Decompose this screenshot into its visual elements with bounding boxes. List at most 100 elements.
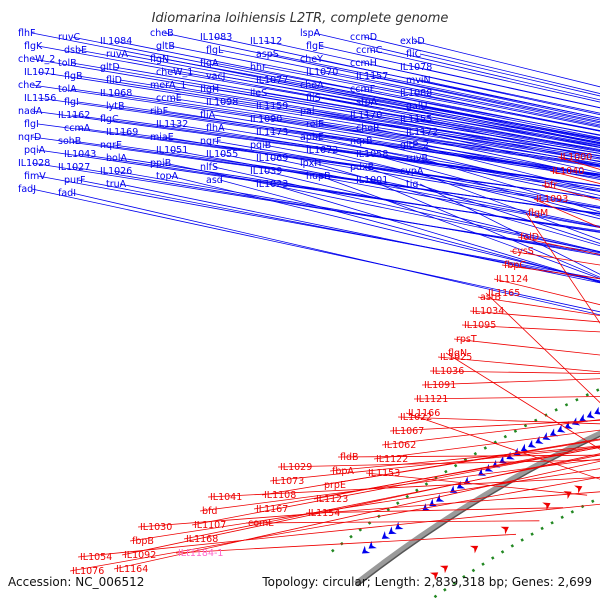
forward-leader-line [163, 84, 600, 157]
forward-gene-label: IL1083 [200, 32, 232, 43]
forward-gene-label: IL1027 [58, 162, 90, 173]
reverse-leader-line [373, 429, 600, 460]
forward-gene-label: IL1070 [306, 67, 338, 78]
forward-leader-line [313, 58, 600, 119]
reverse-gene-label: IL1154 [308, 508, 340, 519]
forward-leader-line [419, 79, 600, 119]
forward-gene-label: relE [306, 119, 324, 130]
forward-leader-line [219, 127, 600, 191]
forward-gene-arrow [436, 494, 445, 502]
forward-gene-label: ribF [150, 106, 168, 117]
forward-leader-line [163, 32, 600, 126]
forward-gene-arrow [549, 428, 559, 437]
forward-leader-line [413, 66, 600, 109]
forward-leader-line [169, 45, 600, 131]
forward-leader-line [269, 53, 600, 123]
forward-gene-label: IL1055 [206, 149, 238, 160]
forward-leader-line [363, 62, 600, 114]
forward-leader-line [369, 49, 600, 103]
forward-leader-line [37, 97, 600, 176]
reverse-gene-label: IL1093 [536, 194, 568, 205]
forward-leader-line [213, 88, 600, 154]
forward-leader-line [263, 40, 600, 116]
forward-leader-line [77, 49, 600, 146]
forward-leader-line [213, 140, 600, 209]
forward-gene-label: gltP_2 [400, 140, 429, 151]
forward-gene-arrow [499, 455, 508, 464]
forward-leader-line [319, 71, 600, 128]
reverse-leader-line [137, 491, 600, 528]
forward-leader-line [413, 144, 600, 193]
forward-leader-line [313, 162, 600, 247]
forward-gene-label: IL1077 [256, 75, 288, 86]
reverse-leader-line [389, 419, 600, 432]
forward-leader-line [263, 118, 600, 176]
forward-leader-line [413, 118, 600, 159]
forward-gene-label: IL1068 [100, 88, 132, 99]
forward-gene-label: IL1026 [100, 166, 132, 177]
reverse-gene-label: IL1153 [368, 468, 400, 479]
reverse-leader-line [445, 352, 600, 450]
reverse-leader-line [69, 476, 600, 572]
forward-gene-label: IL1112 [250, 36, 282, 47]
reverse-gene-arrow [469, 545, 479, 554]
forward-gene-label: cheR [356, 123, 380, 134]
reverse-gene-label: IL1107 [194, 520, 226, 531]
reverse-gene-label: IL1025 [440, 352, 472, 363]
reverse-gene-label: comL [248, 518, 274, 529]
reverse-gene-arrow [500, 526, 509, 535]
reverse-leader-line [207, 476, 600, 498]
forward-gene-label: tolB [58, 58, 77, 69]
forward-gene-label: flgL [206, 45, 224, 56]
forward-leader-line [369, 101, 600, 148]
forward-gene-label: IL1001 [356, 175, 388, 186]
forward-gene-arrow [456, 480, 466, 489]
forward-gene-arrow [564, 420, 573, 430]
forward-gene-label: asd [206, 175, 223, 186]
forward-leader-line [37, 45, 600, 148]
forward-gene-arrow [485, 463, 494, 472]
forward-leader-line [419, 131, 600, 174]
forward-gene-arrow [422, 503, 431, 511]
forward-gene-label: truA [106, 179, 127, 190]
accession-text: Accession: NC_006512 [8, 575, 144, 589]
reverse-leader-line [129, 468, 600, 542]
forward-gene-label: flgC [100, 114, 119, 125]
forward-gene-label: gltB [156, 41, 175, 52]
forward-leader-line [269, 131, 600, 190]
reverse-gene-label: IL1091 [424, 380, 456, 391]
forward-gene-label: nqrD [18, 132, 41, 143]
forward-gene-arrow [542, 432, 551, 441]
backbone-outer [354, 430, 600, 586]
forward-gene-label: IL1098 [206, 97, 238, 108]
forward-leader-line [419, 53, 600, 97]
forward-leader-line [71, 114, 600, 187]
reverse-gene-label: flgN [448, 348, 467, 359]
forward-leader-line [369, 75, 600, 124]
forward-gene-arrow [579, 413, 588, 422]
forward-gene-arrow [594, 406, 600, 415]
forward-gene-label: cheZ [18, 80, 42, 91]
forward-gene-label: miaE [150, 132, 174, 143]
reverse-gene-label: flgM [528, 208, 548, 219]
reverse-leader-line [269, 446, 600, 482]
forward-leader-line [369, 127, 600, 178]
forward-gene-label: cheA [300, 80, 324, 91]
forward-gene-label: mviN [406, 75, 431, 86]
forward-leader-line [363, 36, 600, 94]
forward-gene-label: IL1058 [356, 149, 388, 160]
reverse-gene-label: IL1067 [392, 426, 424, 437]
reverse-gene-label: IL1036 [432, 366, 464, 377]
forward-leader-line [71, 62, 600, 152]
forward-gene-label: fliA [200, 110, 216, 121]
reverse-leader-line [525, 212, 600, 324]
forward-leader-line [419, 183, 600, 275]
forward-gene-label: tolA [58, 84, 77, 95]
forward-leader-line [313, 32, 600, 101]
forward-gene-label: vacJ [206, 71, 225, 82]
reverse-leader-line [277, 459, 600, 468]
forward-leader-line [213, 166, 600, 253]
reverse-gene-label: fldB [340, 452, 359, 463]
reverse-leader-line [261, 438, 600, 496]
forward-gene-label: ccmE [156, 93, 182, 104]
